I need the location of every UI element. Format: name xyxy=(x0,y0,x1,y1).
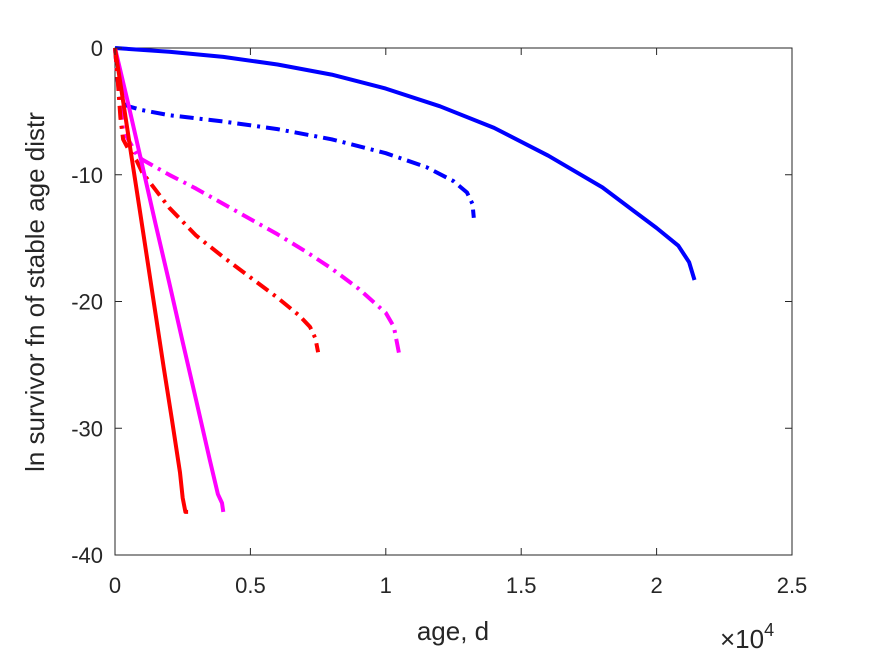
series-line-1 xyxy=(114,46,697,281)
series-line-6 xyxy=(113,47,189,514)
x-tick-label: 0.5 xyxy=(235,573,266,598)
y-tick-label: -20 xyxy=(71,290,103,315)
series-group xyxy=(113,46,697,514)
y-tick-label: 0 xyxy=(91,36,103,61)
tick-group: 0 0.5 1 1.5 2 2.5 -40 -30 -20 -10 0 xyxy=(71,36,807,598)
x-exponent-power: 4 xyxy=(764,620,774,640)
x-tick-label: 2.5 xyxy=(777,573,808,598)
y-axis-label: ln survivor fn of stable age distr xyxy=(20,112,50,472)
plot-area xyxy=(114,47,793,556)
y-tick-label: -10 xyxy=(71,163,103,188)
series-line-5 xyxy=(113,47,226,513)
y-tick-label: -30 xyxy=(71,416,103,441)
x-tick-label: 1.5 xyxy=(506,573,537,598)
x-exponent-label: ×104 xyxy=(720,620,774,654)
x-tick-label: 0 xyxy=(109,573,121,598)
x-axis-label: age, d xyxy=(417,616,489,646)
series-line-2 xyxy=(113,47,476,218)
x-exponent-base: ×10 xyxy=(720,624,764,654)
y-tick-label: -40 xyxy=(71,543,103,568)
series-line-4 xyxy=(113,47,321,353)
x-tick-label: 2 xyxy=(650,573,662,598)
x-tick-label: 1 xyxy=(380,573,392,598)
